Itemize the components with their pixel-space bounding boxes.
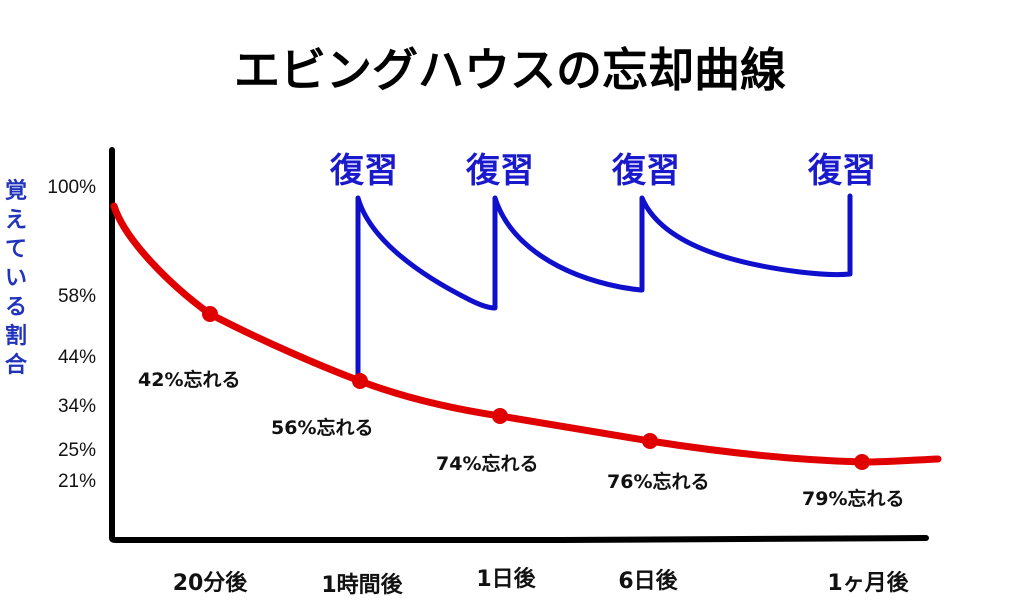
forget-annotations: 42%忘れる 56%忘れる 74%忘れる 76%忘れる 79%忘れる bbox=[138, 368, 904, 510]
review-label: 復習 bbox=[611, 151, 680, 191]
data-point-20min bbox=[202, 306, 218, 322]
y-tick: 44% bbox=[58, 347, 96, 368]
review-curve bbox=[355, 193, 853, 385]
annotation: 74%忘れる bbox=[436, 452, 538, 475]
ylabel-char: 覚 bbox=[5, 178, 27, 204]
annotation: 56%忘れる bbox=[271, 416, 373, 439]
y-tick: 21% bbox=[58, 471, 96, 492]
axes bbox=[109, 147, 929, 543]
ylabel-char: え bbox=[5, 208, 27, 233]
x-tick: 20分後 bbox=[173, 570, 249, 596]
ylabel-char: 割 bbox=[5, 323, 27, 349]
review-label: 復習 bbox=[465, 151, 534, 191]
ylabel-char: る bbox=[5, 295, 27, 320]
x-tick: 6日後 bbox=[618, 568, 678, 594]
x-tick: 1ヶ月後 bbox=[827, 570, 909, 596]
review-labels: 復習 復習 復習 復習 bbox=[329, 151, 876, 191]
annotation: 42%忘れる bbox=[138, 368, 240, 391]
ylabel-char: い bbox=[5, 266, 27, 291]
annotation: 79%忘れる bbox=[802, 487, 904, 510]
ylabel-char: て bbox=[5, 237, 27, 262]
x-tick: 1時間後 bbox=[321, 572, 403, 598]
data-point-1hour bbox=[352, 373, 368, 389]
y-tick-labels: 100% 58% 44% 34% 25% 21% bbox=[47, 177, 96, 492]
annotation: 76%忘れる bbox=[607, 470, 709, 493]
y-tick: 34% bbox=[58, 396, 96, 417]
data-point-6days bbox=[642, 433, 658, 449]
ylabel-char: 合 bbox=[5, 352, 28, 378]
data-point-1month bbox=[854, 454, 870, 470]
x-tick: 1日後 bbox=[476, 566, 536, 592]
review-label: 復習 bbox=[807, 151, 876, 191]
x-tick-labels: 20分後 1時間後 1日後 6日後 1ヶ月後 bbox=[173, 566, 910, 598]
y-axis-label: 覚 え て い る 割 合 bbox=[5, 178, 28, 378]
data-points bbox=[202, 306, 870, 470]
y-tick: 100% bbox=[47, 177, 96, 198]
data-point-1day bbox=[492, 408, 508, 424]
review-label: 復習 bbox=[329, 151, 398, 191]
y-tick: 58% bbox=[58, 286, 96, 307]
y-tick: 25% bbox=[58, 440, 96, 461]
chart-title: エビングハウスの忘却曲線 bbox=[234, 43, 786, 97]
